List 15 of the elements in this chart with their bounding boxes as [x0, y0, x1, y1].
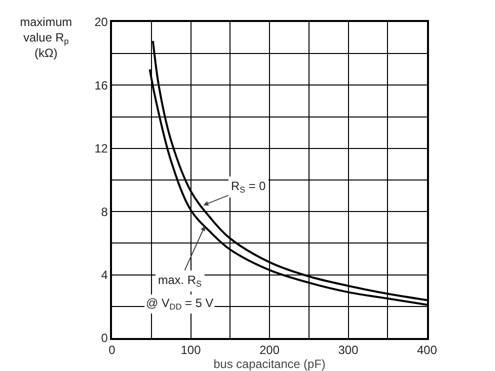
y-tick-label: 16 — [94, 78, 108, 92]
y-tick-label: 4 — [101, 268, 108, 282]
annotation: R$_{S}$ = 0 — [231, 179, 266, 195]
x-tick-label: 300 — [338, 343, 359, 358]
annotation: max. R$_{S}$ — [158, 273, 202, 289]
x-tick-label: 100 — [180, 343, 202, 358]
y-tick-label: 0 — [101, 331, 108, 346]
annotation: @ V$_{DD}$ = 5 V — [146, 296, 214, 312]
y-tick-label: 20 — [94, 15, 108, 30]
x-axis-title: bus capacitance (pF) — [213, 357, 326, 371]
x-tick-label: 200 — [259, 343, 280, 358]
y-tick-label: 8 — [101, 204, 108, 219]
y-axis-title: maximum value R$_{p}$ (kΩ) — [20, 15, 72, 60]
x-tick-label: 400 — [416, 343, 438, 358]
y-tick-label: 12 — [94, 142, 108, 156]
